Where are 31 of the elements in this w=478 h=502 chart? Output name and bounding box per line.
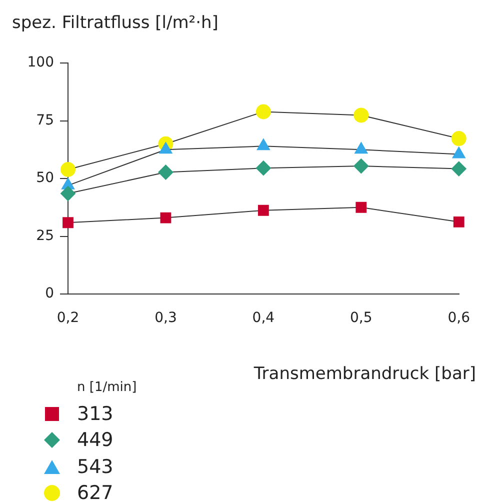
x-tick-label: 0,5 [350, 310, 372, 326]
point [354, 158, 369, 174]
y-tick-label: 50 [36, 170, 54, 186]
x-tick-label: 0,4 [252, 310, 275, 326]
point [158, 164, 174, 180]
point [451, 131, 466, 146]
legend-title: n [1/min] [77, 380, 137, 395]
point [256, 104, 271, 120]
legend-label: 449 [77, 429, 114, 452]
point [451, 161, 466, 176]
x-tick-label: 0,6 [448, 310, 470, 326]
y-tick-label: 0 [45, 286, 54, 302]
legend-label: 313 [77, 403, 114, 426]
point [256, 160, 271, 176]
legend-label: 627 [77, 482, 114, 502]
legend-label: 543 [77, 456, 114, 478]
x-tick-label: 0,3 [154, 310, 177, 326]
y-tick-label: 75 [36, 112, 54, 128]
point [356, 202, 367, 213]
y-axis-title: spez. Filtratfluss [l/m²·h] [12, 13, 218, 33]
point [160, 212, 172, 224]
x-tick-label: 0,2 [56, 310, 80, 326]
point [60, 162, 76, 177]
point [453, 216, 464, 228]
y-tick-label: 25 [36, 228, 54, 244]
y-tick-label: 100 [27, 54, 54, 71]
point [258, 204, 269, 216]
x-axis-title: Transmembrandruck [bar] [252, 364, 476, 384]
point [60, 186, 76, 202]
point [354, 108, 369, 123]
point [62, 217, 74, 228]
